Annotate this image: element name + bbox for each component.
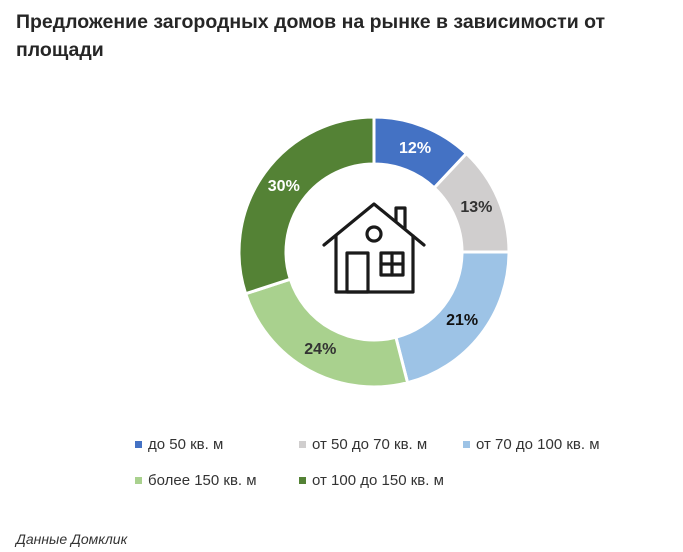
slice-value-label: 30% xyxy=(268,178,300,195)
donut-slices xyxy=(237,115,511,389)
donut-slice xyxy=(243,277,410,389)
slice-value-label: 21% xyxy=(446,312,478,329)
legend-swatch xyxy=(135,477,142,484)
legend-swatch xyxy=(135,441,142,448)
legend-item: от 70 до 100 кв. м xyxy=(463,436,600,453)
house-icon xyxy=(322,202,426,294)
donut-chart: 12% 13% 21% 24% 30% xyxy=(237,115,511,389)
slice-value-label: 24% xyxy=(304,341,336,358)
source-note: Данные Домклик xyxy=(16,531,128,547)
slice-value-label: 13% xyxy=(460,199,492,216)
slice-labels: 12% 13% 21% 24% 30% xyxy=(268,140,493,358)
donut-slice xyxy=(237,115,376,296)
legend-label: до 50 кв. м xyxy=(148,436,224,453)
legend-item: более 150 кв. м xyxy=(135,472,257,489)
legend-item: до 50 кв. м xyxy=(135,436,223,453)
legend-swatch xyxy=(463,441,470,448)
legend-swatch xyxy=(299,441,306,448)
legend-item: от 100 до 150 кв. м xyxy=(299,472,444,489)
legend-item: от 50 до 70 кв. м xyxy=(299,436,427,453)
legend-label: от 70 до 100 кв. м xyxy=(476,436,600,453)
legend-swatch xyxy=(299,477,306,484)
chart-title: Предложение загородных домов на рынке в … xyxy=(16,11,606,61)
legend-label: от 50 до 70 кв. м xyxy=(312,436,428,453)
legend-label: более 150 кв. м xyxy=(148,472,257,489)
legend-label: от 100 до 150 кв. м xyxy=(312,472,444,489)
slice-value-label: 12% xyxy=(399,140,431,157)
